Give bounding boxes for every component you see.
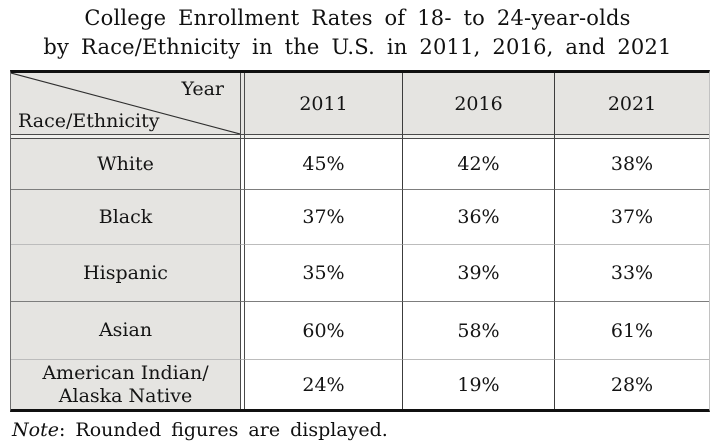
page-title-line1: College Enrollment Rates of 18- to 24-ye… [84, 6, 631, 30]
value-american-indian-2021: 28% [554, 360, 709, 409]
diagonal-divider-line [11, 73, 240, 134]
double-rule [240, 134, 245, 139]
double-rule [402, 134, 554, 139]
double-line-gap [240, 190, 245, 245]
year-column-header-2021: 2021 [554, 73, 709, 134]
value-white-2021: 38% [554, 139, 709, 190]
row-label-american-indian: American Indian/ Alaska Native [11, 360, 240, 409]
table-note: Note: Rounded figures are displayed. [12, 419, 388, 441]
value-asian-2021: 61% [554, 302, 709, 360]
row-label-hispanic: Hispanic [11, 245, 240, 302]
value-black-2011: 37% [245, 190, 402, 245]
row-label-white: White [11, 139, 240, 190]
enrollment-table: Year Race/Ethnicity 2011 2016 2021 White… [10, 70, 710, 412]
row-label-black: Black [11, 190, 240, 245]
row-label-asian: Asian [11, 302, 240, 360]
value-asian-2011: 60% [245, 302, 402, 360]
note-label: Note [12, 419, 59, 441]
double-rule [554, 134, 709, 139]
value-hispanic-2021: 33% [554, 245, 709, 302]
double-line-gap [240, 73, 245, 134]
corner-race-label: Race/Ethnicity [18, 110, 160, 132]
note-text: : Rounded figures are displayed. [58, 419, 388, 441]
value-american-indian-2016: 19% [402, 360, 554, 409]
value-white-2016: 42% [402, 139, 554, 190]
value-asian-2016: 58% [402, 302, 554, 360]
page-title: College Enrollment Rates of 18- to 24-ye… [0, 4, 715, 62]
double-rule [245, 134, 402, 139]
double-line-gap [240, 245, 245, 302]
value-hispanic-2016: 39% [402, 245, 554, 302]
double-line-gap [240, 139, 245, 190]
value-black-2016: 36% [402, 190, 554, 245]
double-rule [11, 134, 240, 139]
double-line-gap [240, 302, 245, 360]
corner-header-cell: Year Race/Ethnicity [11, 73, 240, 134]
value-hispanic-2011: 35% [245, 245, 402, 302]
value-white-2011: 45% [245, 139, 402, 190]
double-line-gap [240, 360, 245, 409]
corner-year-label: Year [181, 78, 224, 100]
year-column-header-2011: 2011 [245, 73, 402, 134]
value-black-2021: 37% [554, 190, 709, 245]
value-american-indian-2011: 24% [245, 360, 402, 409]
page-title-line2: by Race/Ethnicity in the U.S. in 2011, 2… [43, 35, 672, 59]
year-column-header-2016: 2016 [402, 73, 554, 134]
